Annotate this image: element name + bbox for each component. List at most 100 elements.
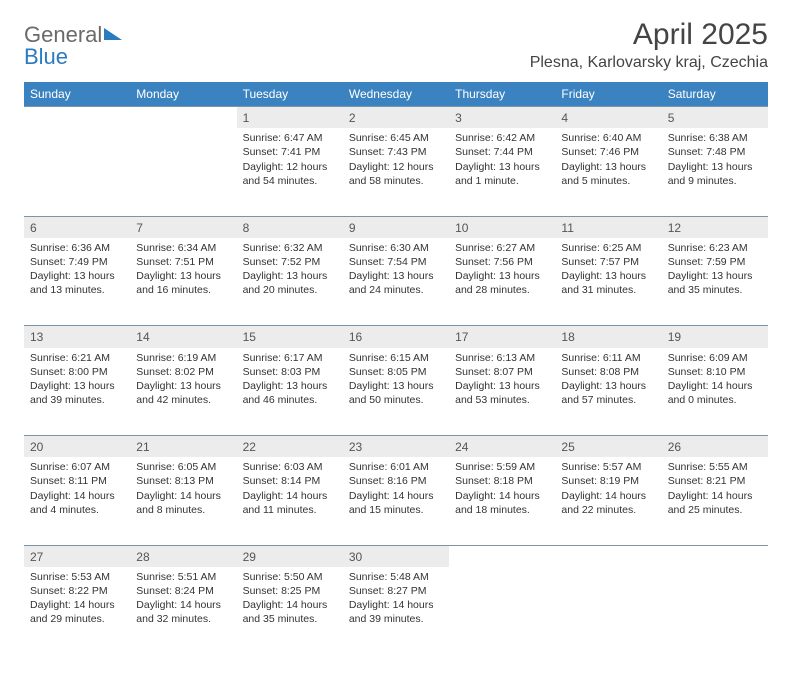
- daylight-line: Daylight: 13 hours and 20 minutes.: [243, 269, 337, 297]
- day-number-cell: 18: [555, 326, 661, 348]
- empty-cell: [449, 567, 555, 655]
- daylight-line: Daylight: 13 hours and 16 minutes.: [136, 269, 230, 297]
- sunset-line: Sunset: 8:19 PM: [561, 474, 655, 488]
- day-number-cell: 12: [662, 216, 768, 238]
- day-content-cell: Sunrise: 5:59 AMSunset: 8:18 PMDaylight:…: [449, 457, 555, 545]
- daylight-line: Daylight: 14 hours and 8 minutes.: [136, 489, 230, 517]
- sunset-line: Sunset: 8:13 PM: [136, 474, 230, 488]
- day-content-row: Sunrise: 6:36 AMSunset: 7:49 PMDaylight:…: [24, 238, 768, 326]
- day-number-row: 6789101112: [24, 216, 768, 238]
- daylight-line: Daylight: 14 hours and 22 minutes.: [561, 489, 655, 517]
- sunset-line: Sunset: 8:24 PM: [136, 584, 230, 598]
- day-content-cell: Sunrise: 6:17 AMSunset: 8:03 PMDaylight:…: [237, 348, 343, 436]
- sunrise-line: Sunrise: 6:27 AM: [455, 241, 549, 255]
- day-number-cell: 23: [343, 436, 449, 458]
- daylight-line: Daylight: 13 hours and 28 minutes.: [455, 269, 549, 297]
- day-number-cell: 9: [343, 216, 449, 238]
- daylight-line: Daylight: 14 hours and 29 minutes.: [30, 598, 124, 626]
- sunset-line: Sunset: 8:02 PM: [136, 365, 230, 379]
- sunset-line: Sunset: 7:46 PM: [561, 145, 655, 159]
- sunset-line: Sunset: 7:54 PM: [349, 255, 443, 269]
- sunset-line: Sunset: 8:18 PM: [455, 474, 549, 488]
- day-number-row: 12345: [24, 107, 768, 129]
- header: General Blue April 2025 Plesna, Karlovar…: [24, 18, 768, 72]
- sunrise-line: Sunrise: 6:11 AM: [561, 351, 655, 365]
- day-content-cell: Sunrise: 6:32 AMSunset: 7:52 PMDaylight:…: [237, 238, 343, 326]
- day-number-cell: 24: [449, 436, 555, 458]
- day-number-cell: 10: [449, 216, 555, 238]
- sunrise-line: Sunrise: 5:53 AM: [30, 570, 124, 584]
- weekday-header-row: SundayMondayTuesdayWednesdayThursdayFrid…: [24, 82, 768, 107]
- day-content-cell: Sunrise: 6:34 AMSunset: 7:51 PMDaylight:…: [130, 238, 236, 326]
- day-number-cell: 7: [130, 216, 236, 238]
- day-content-cell: Sunrise: 5:48 AMSunset: 8:27 PMDaylight:…: [343, 567, 449, 655]
- sunrise-line: Sunrise: 5:55 AM: [668, 460, 762, 474]
- sunrise-line: Sunrise: 6:01 AM: [349, 460, 443, 474]
- sunset-line: Sunset: 7:43 PM: [349, 145, 443, 159]
- day-content-row: Sunrise: 6:07 AMSunset: 8:11 PMDaylight:…: [24, 457, 768, 545]
- day-number-cell: 14: [130, 326, 236, 348]
- daylight-line: Daylight: 12 hours and 54 minutes.: [243, 160, 337, 188]
- daylight-line: Daylight: 13 hours and 35 minutes.: [668, 269, 762, 297]
- day-number-cell: 8: [237, 216, 343, 238]
- sunset-line: Sunset: 7:52 PM: [243, 255, 337, 269]
- day-number-cell: 25: [555, 436, 661, 458]
- empty-cell: [449, 545, 555, 567]
- day-content-row: Sunrise: 6:21 AMSunset: 8:00 PMDaylight:…: [24, 348, 768, 436]
- sunrise-line: Sunrise: 6:42 AM: [455, 131, 549, 145]
- sunset-line: Sunset: 8:25 PM: [243, 584, 337, 598]
- day-content-cell: Sunrise: 6:19 AMSunset: 8:02 PMDaylight:…: [130, 348, 236, 436]
- empty-cell: [24, 107, 130, 129]
- daylight-line: Daylight: 14 hours and 25 minutes.: [668, 489, 762, 517]
- sunset-line: Sunset: 7:51 PM: [136, 255, 230, 269]
- sunset-line: Sunset: 8:03 PM: [243, 365, 337, 379]
- day-number-cell: 30: [343, 545, 449, 567]
- day-number-cell: 27: [24, 545, 130, 567]
- day-number-cell: 2: [343, 107, 449, 129]
- sunrise-line: Sunrise: 6:32 AM: [243, 241, 337, 255]
- sunrise-line: Sunrise: 6:09 AM: [668, 351, 762, 365]
- weekday-header: Wednesday: [343, 82, 449, 107]
- day-content-cell: Sunrise: 6:42 AMSunset: 7:44 PMDaylight:…: [449, 128, 555, 216]
- day-content-cell: Sunrise: 6:45 AMSunset: 7:43 PMDaylight:…: [343, 128, 449, 216]
- day-number-cell: 13: [24, 326, 130, 348]
- day-content-cell: Sunrise: 6:03 AMSunset: 8:14 PMDaylight:…: [237, 457, 343, 545]
- sunrise-line: Sunrise: 6:34 AM: [136, 241, 230, 255]
- sunrise-line: Sunrise: 6:03 AM: [243, 460, 337, 474]
- day-number-cell: 17: [449, 326, 555, 348]
- day-content-cell: Sunrise: 6:36 AMSunset: 7:49 PMDaylight:…: [24, 238, 130, 326]
- sunset-line: Sunset: 8:21 PM: [668, 474, 762, 488]
- daylight-line: Daylight: 13 hours and 5 minutes.: [561, 160, 655, 188]
- day-content-cell: Sunrise: 6:38 AMSunset: 7:48 PMDaylight:…: [662, 128, 768, 216]
- sunrise-line: Sunrise: 6:13 AM: [455, 351, 549, 365]
- weekday-header: Thursday: [449, 82, 555, 107]
- brand-text-1: General: [24, 24, 102, 46]
- sunset-line: Sunset: 7:44 PM: [455, 145, 549, 159]
- sunrise-line: Sunrise: 6:21 AM: [30, 351, 124, 365]
- page-title: April 2025: [530, 18, 768, 52]
- daylight-line: Daylight: 12 hours and 58 minutes.: [349, 160, 443, 188]
- weekday-header: Friday: [555, 82, 661, 107]
- sunrise-line: Sunrise: 6:07 AM: [30, 460, 124, 474]
- day-content-cell: Sunrise: 6:01 AMSunset: 8:16 PMDaylight:…: [343, 457, 449, 545]
- sunset-line: Sunset: 8:27 PM: [349, 584, 443, 598]
- empty-cell: [555, 545, 661, 567]
- daylight-line: Daylight: 14 hours and 4 minutes.: [30, 489, 124, 517]
- sunset-line: Sunset: 8:16 PM: [349, 474, 443, 488]
- daylight-line: Daylight: 13 hours and 39 minutes.: [30, 379, 124, 407]
- daylight-line: Daylight: 14 hours and 11 minutes.: [243, 489, 337, 517]
- day-number-cell: 19: [662, 326, 768, 348]
- sunrise-line: Sunrise: 6:17 AM: [243, 351, 337, 365]
- sunset-line: Sunset: 7:56 PM: [455, 255, 549, 269]
- sunrise-line: Sunrise: 5:51 AM: [136, 570, 230, 584]
- sunset-line: Sunset: 8:10 PM: [668, 365, 762, 379]
- day-content-row: Sunrise: 6:47 AMSunset: 7:41 PMDaylight:…: [24, 128, 768, 216]
- sunset-line: Sunset: 7:57 PM: [561, 255, 655, 269]
- daylight-line: Daylight: 14 hours and 32 minutes.: [136, 598, 230, 626]
- sunrise-line: Sunrise: 6:19 AM: [136, 351, 230, 365]
- brand-text-2: Blue: [24, 46, 68, 68]
- daylight-line: Daylight: 13 hours and 53 minutes.: [455, 379, 549, 407]
- day-number-cell: 1: [237, 107, 343, 129]
- sunrise-line: Sunrise: 6:23 AM: [668, 241, 762, 255]
- calendar-table: SundayMondayTuesdayWednesdayThursdayFrid…: [24, 82, 768, 655]
